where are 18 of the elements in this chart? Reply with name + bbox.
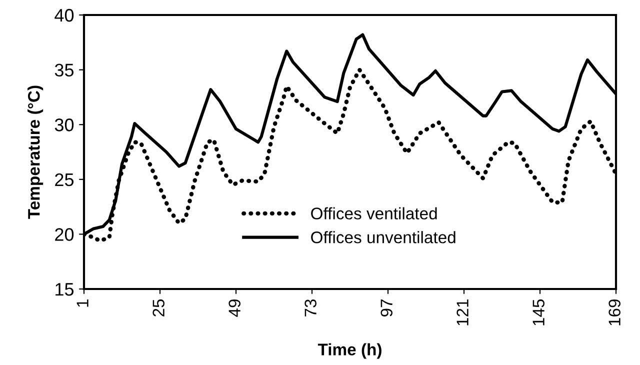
y-tick-label: 40 (54, 8, 74, 22)
x-axis-title: Time (h) (318, 343, 382, 359)
x-tick-label: 49 (228, 300, 240, 317)
x-tick-label: 73 (304, 299, 316, 316)
x-tick-label: 121 (456, 300, 468, 326)
y-tick-label: 20 (55, 228, 74, 241)
y-axis-title: Temperature (°C) (28, 86, 44, 219)
y-tick-label: 30 (54, 118, 74, 132)
x-tick-label: 145 (532, 299, 544, 326)
legend-label: Offices unventilated (311, 231, 456, 244)
y-tick-label: 35 (54, 64, 74, 77)
x-tick-label: 25 (152, 299, 164, 316)
y-tick-label: 25 (55, 173, 74, 186)
y-tick-label: 15 (56, 283, 74, 296)
legend-label: Offices ventilated (311, 207, 437, 220)
x-tick-label: 1 (76, 300, 88, 307)
x-tick-label: 97 (380, 300, 392, 316)
x-tick-label: 169 (608, 300, 620, 326)
